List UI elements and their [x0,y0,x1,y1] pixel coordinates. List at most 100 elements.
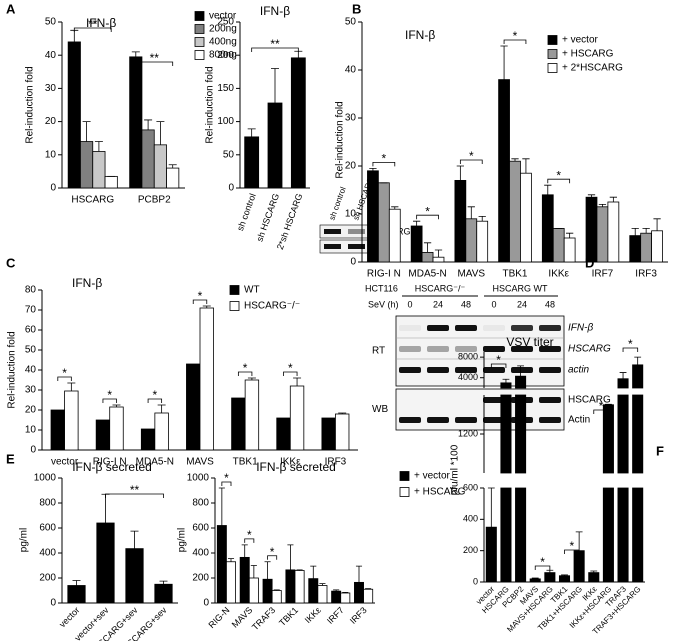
y-tick-label: 40 [25,365,37,376]
y-axis-label: pg/ml [177,528,188,552]
y-tick-label: 800 [39,498,56,509]
y-tick-label: 1200 [458,428,478,438]
gel-band [399,367,421,373]
bar [607,201,620,263]
bar [563,237,576,263]
chart-title: IFN-β [260,4,290,18]
y-tick-label: 250 [217,17,234,28]
significance-bracket [459,159,483,164]
x-tick-label: 2*sh HSCARG [275,192,305,251]
error-bar [293,377,302,386]
error-bar [227,558,235,562]
bar [377,182,390,263]
error-bar [587,194,596,198]
error-bar [365,588,372,590]
gel-band [455,417,477,423]
x-tick-label: RIG-I N [93,457,127,468]
blot-band [324,229,341,234]
legend-label: + vector [414,471,451,482]
y-tick-label: 50 [345,17,357,28]
gel-frame [395,315,565,387]
bar [485,526,497,583]
error-bar [271,68,279,104]
error-bar [467,206,475,219]
bar [285,569,296,604]
gel-frame [395,388,565,431]
bar [500,487,512,583]
chart-title: IFN-β [86,16,116,30]
y-axis-label: pg/ml [19,528,30,552]
significance-label: * [62,366,67,380]
y-tick-label: 600 [39,523,56,534]
error-bar [338,412,347,414]
bar [541,194,554,263]
bar [585,196,598,263]
error-bar [487,487,495,528]
lane-label: 0 [491,299,496,309]
bar [515,375,527,389]
y-tick-label: 20 [25,405,37,416]
lane-label: 24 [433,299,443,309]
y-axis-label: Rel-induction fold [25,66,36,143]
error-bar [131,51,140,57]
bar [629,235,642,263]
bar [96,522,115,604]
y-tick-label: 100 [217,116,234,127]
error-bar [575,531,583,551]
y-tick-label: 400 [39,548,56,559]
error-bar [590,570,598,573]
legend-label: + HSCARG [414,487,466,498]
significance-bracket [192,299,208,304]
y-tick-label: 10 [45,149,57,160]
bar [186,363,201,451]
bar [520,172,532,263]
bar [67,585,86,604]
significance-label: * [540,555,545,569]
bar [166,167,180,189]
significance-label: * [628,337,633,351]
x-tick-label: IRF3 [635,269,657,280]
error-bar [82,121,91,142]
gel-band [511,367,533,373]
x-tick-label: MDA5-N [408,269,446,280]
chart-title: IFN-β [405,28,435,42]
bar [239,556,250,604]
bar [289,385,305,451]
y-tick-label: 200 [39,573,56,584]
bar [244,136,260,189]
row-label: HSCARG [568,344,611,355]
bar [271,590,282,604]
bar [465,218,478,263]
y-tick-label: 600 [463,482,478,492]
error-bar [333,589,340,592]
x-tick-label: MAVS [186,457,214,468]
bar [515,487,527,583]
gel-band [511,325,533,331]
bar [95,419,111,451]
bar [140,428,156,451]
bar [340,592,351,604]
bar [276,417,291,451]
y-tick-label: 40 [345,65,357,76]
error-bar [247,128,256,137]
error-bar [67,382,76,391]
error-bar [566,232,574,238]
error-bar [296,569,303,571]
chart-title: IFN-β [72,276,102,290]
row-label: Actin [568,415,590,426]
significance-bracket [534,565,551,570]
y-tick-label: 200 [217,50,234,61]
significance-label: * [469,149,474,163]
panel-label: B [352,1,361,16]
error-bar [434,249,443,258]
bar [244,379,260,451]
lane-label: 0 [407,299,412,309]
legend-label: 400ng [209,37,237,48]
y-tick-label: 0 [228,183,234,194]
error-bar [391,206,399,210]
significance-bracket [547,178,571,184]
bar [651,230,663,263]
x-tick-label: RIG-I N [367,269,401,280]
error-bar [634,356,642,365]
